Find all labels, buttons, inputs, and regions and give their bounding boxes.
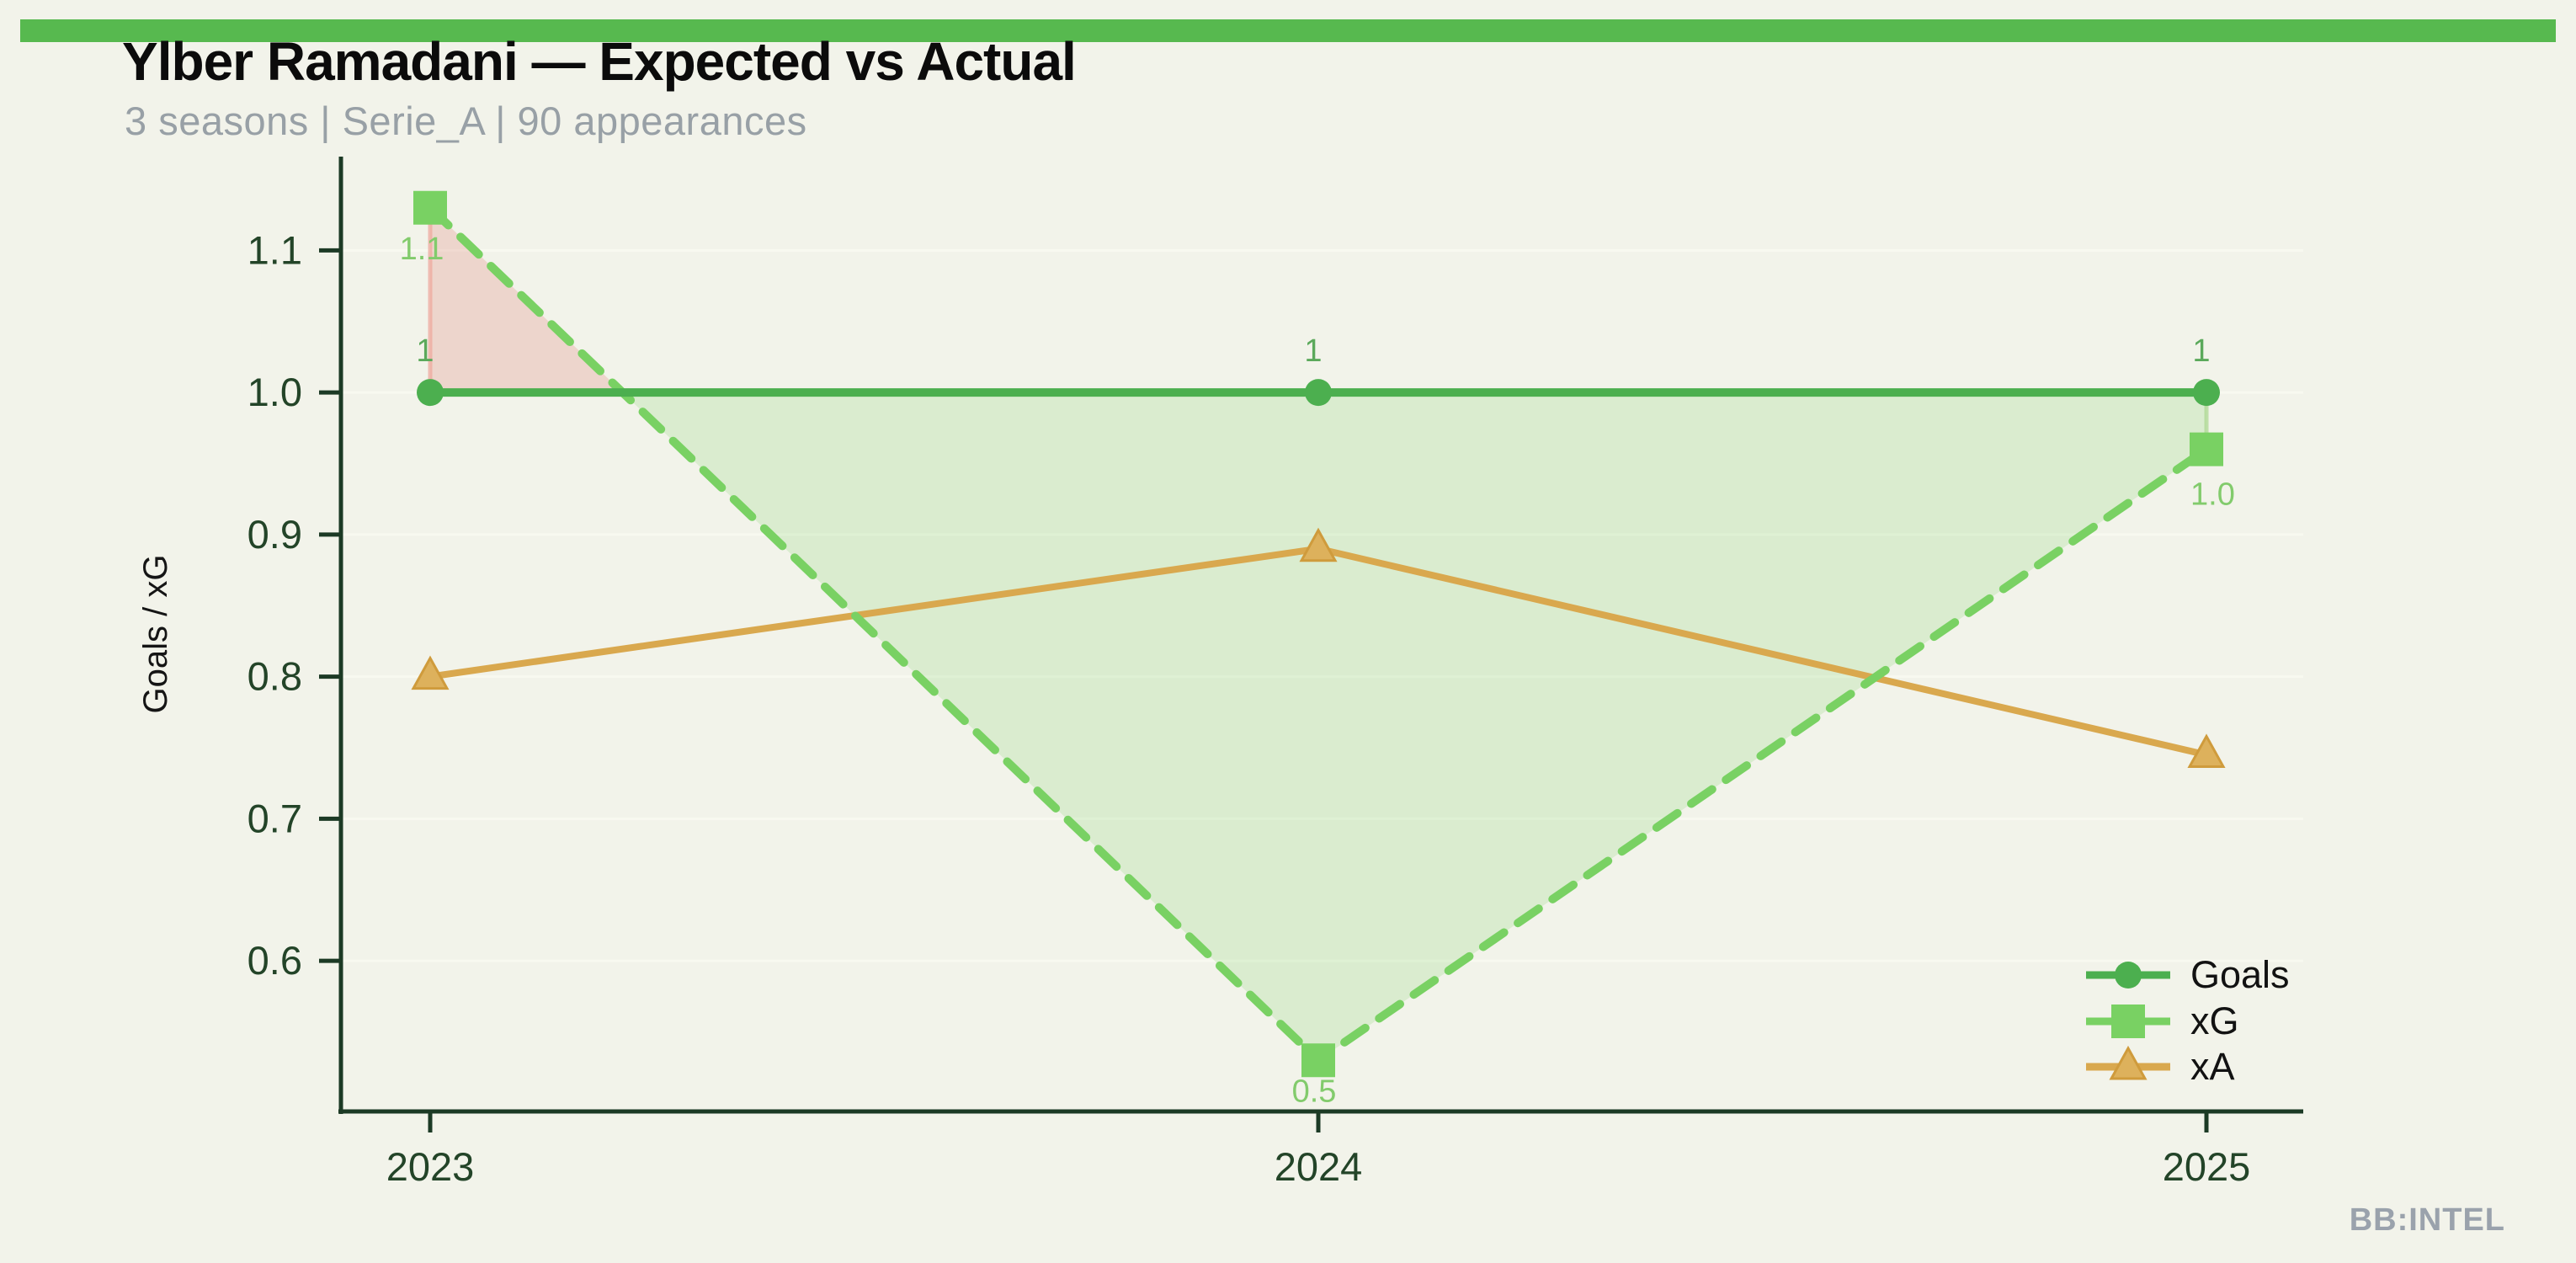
- legend-label: xA: [2190, 1045, 2235, 1088]
- y-tick-label: 0.9: [247, 512, 302, 557]
- y-tick-label: 0.8: [247, 654, 302, 699]
- page-subtitle: 3 seasons | Serie_A | 90 appearances: [125, 99, 807, 143]
- goals-marker: [2193, 379, 2220, 407]
- xa-marker: [411, 655, 450, 690]
- y-tick-label: 0.7: [247, 796, 302, 840]
- xg-marker: [413, 190, 447, 225]
- xg-marker: [1301, 1043, 1335, 1078]
- xa-series: [411, 527, 2226, 768]
- goals-marker: [2115, 962, 2142, 989]
- goals-point-label: 1: [416, 333, 434, 369]
- xa-marker: [1299, 527, 1338, 562]
- xg-point-label: 1.1: [400, 232, 444, 267]
- x-tick-label: 2024: [1275, 1144, 1363, 1189]
- xg-marker: [2111, 1005, 2145, 1038]
- legend-item-xa: xA: [2086, 1045, 2235, 1088]
- y-tick-label: 1.0: [247, 370, 302, 414]
- goals-point-label: 1: [2192, 333, 2210, 369]
- y-tick-label: 0.6: [247, 938, 302, 983]
- xg-point-label: 0.5: [1292, 1074, 1337, 1109]
- goals-point-label: 1: [1304, 333, 1322, 369]
- x-tick-label: 2023: [386, 1144, 475, 1189]
- xg-point-label: 1.0: [2190, 477, 2235, 513]
- xg-marker: [2190, 432, 2223, 466]
- legend-item-goals: Goals: [2086, 953, 2290, 996]
- y-axis-title: Goals / xG: [137, 555, 174, 714]
- underperformance-fill: [622, 392, 2207, 1061]
- watermark-logo: BB:INTEL: [2349, 1202, 2505, 1238]
- xa-marker: [2187, 733, 2226, 768]
- xa-marker: [2109, 1045, 2148, 1080]
- x-tick-label: 2025: [2163, 1144, 2251, 1189]
- y-tick-label: 1.1: [247, 227, 302, 272]
- goals-marker: [417, 379, 444, 407]
- page-title: Ylber Ramadani — Expected vs Actual: [122, 31, 1077, 92]
- top-accent-bar: [20, 19, 2556, 42]
- legend-label: xG: [2190, 999, 2239, 1042]
- goals-marker: [1305, 379, 1332, 407]
- legend-label: Goals: [2190, 953, 2290, 996]
- goals-series: 1 1 1: [416, 333, 2220, 407]
- axes: 0.6 0.7 0.8 0.9 1.0 1.1 2023 2024 2025 Goals / xG: [137, 157, 2303, 1189]
- legend-item-xg: xG: [2086, 999, 2239, 1042]
- xg-series: 1.1 0.5 1.0: [400, 190, 2235, 1109]
